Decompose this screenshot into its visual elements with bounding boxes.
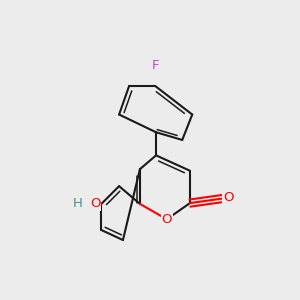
- Text: O: O: [162, 213, 172, 226]
- Text: F: F: [152, 59, 159, 72]
- Text: O: O: [90, 197, 101, 210]
- Text: H: H: [72, 197, 82, 210]
- Text: O: O: [223, 191, 234, 204]
